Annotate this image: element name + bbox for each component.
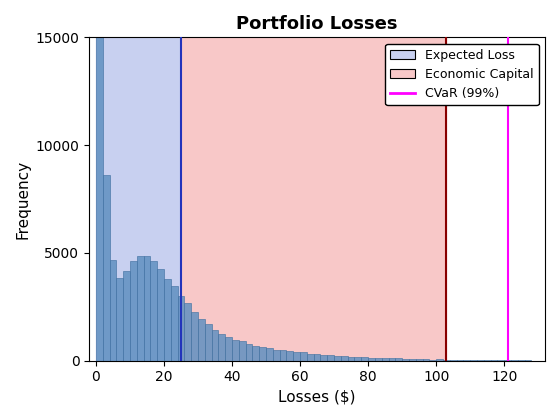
Bar [184, 303, 191, 361]
Title: Portfolio Losses: Portfolio Losses [236, 15, 398, 33]
Bar [361, 357, 368, 361]
Bar [314, 354, 320, 361]
Bar [491, 360, 497, 361]
Bar [225, 337, 232, 361]
Bar [246, 344, 253, 361]
Bar [103, 175, 110, 361]
Bar [205, 324, 212, 361]
Bar [463, 360, 470, 361]
Bar [178, 296, 184, 361]
Bar [259, 347, 266, 361]
Bar [450, 360, 456, 361]
Bar [395, 358, 402, 361]
Bar [341, 356, 348, 361]
Bar [443, 360, 450, 361]
Bar [218, 333, 225, 361]
Bar [368, 358, 375, 361]
Bar [157, 269, 164, 361]
Bar [96, 0, 103, 361]
Bar [171, 286, 178, 361]
Bar [110, 260, 116, 361]
Bar [181, 37, 446, 361]
Bar [409, 359, 416, 361]
Bar [123, 270, 130, 361]
Bar [375, 358, 382, 361]
Bar [287, 351, 293, 361]
Bar [239, 341, 246, 361]
Bar [525, 360, 531, 361]
Bar [130, 261, 137, 361]
Bar [402, 359, 409, 361]
Bar [436, 360, 443, 361]
Bar [143, 256, 151, 361]
Bar [416, 359, 423, 361]
Bar [96, 37, 181, 361]
Bar [151, 261, 157, 361]
Bar [497, 360, 504, 361]
Bar [116, 278, 123, 361]
Bar [456, 360, 463, 361]
Bar [293, 352, 300, 361]
Bar [212, 330, 218, 361]
Bar [273, 350, 279, 361]
Y-axis label: Frequency: Frequency [15, 160, 30, 239]
Bar [484, 360, 491, 361]
Bar [266, 348, 273, 361]
Bar [164, 279, 171, 361]
Bar [477, 360, 484, 361]
Bar [470, 360, 477, 361]
Bar [382, 358, 389, 361]
Bar [423, 360, 430, 361]
Bar [354, 357, 361, 361]
Bar [430, 360, 436, 361]
Bar [389, 358, 395, 361]
Bar [334, 356, 341, 361]
Bar [137, 256, 143, 361]
Bar [232, 340, 239, 361]
Bar [300, 352, 307, 361]
Bar [253, 346, 259, 361]
Bar [307, 354, 314, 361]
Bar [198, 319, 205, 361]
Bar [320, 354, 327, 361]
Bar [279, 350, 287, 361]
Bar [327, 355, 334, 361]
Bar [348, 357, 354, 361]
X-axis label: Losses ($): Losses ($) [278, 390, 356, 405]
Bar [191, 312, 198, 361]
Legend: Expected Loss, Economic Capital, CVaR (99%): Expected Loss, Economic Capital, CVaR (9… [385, 44, 539, 105]
